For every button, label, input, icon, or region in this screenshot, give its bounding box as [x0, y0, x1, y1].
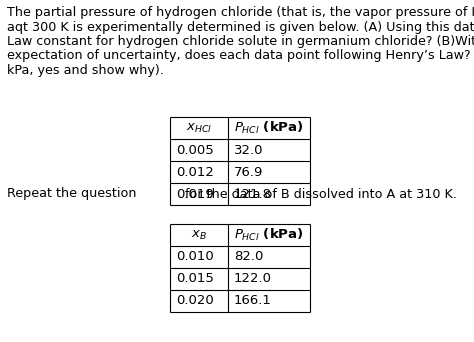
Text: for the data of B dissolved into A at 310 K.: for the data of B dissolved into A at 31…	[185, 187, 457, 200]
Text: 76.9: 76.9	[234, 166, 264, 179]
Text: kPa, yes and show why).: kPa, yes and show why).	[7, 64, 164, 77]
Text: 121.8: 121.8	[234, 187, 272, 200]
Text: $x_{B}$: $x_{B}$	[191, 228, 207, 241]
Text: $P_{HCl}$ (kPa): $P_{HCl}$ (kPa)	[234, 227, 304, 243]
Text: 82.0: 82.0	[234, 250, 264, 263]
Text: $x_{HCl}$: $x_{HCl}$	[186, 121, 212, 134]
Text: expectation of uncertainty, does each data point following Henry’s Law? (Answers: expectation of uncertainty, does each da…	[7, 50, 474, 63]
Text: 122.0: 122.0	[234, 273, 272, 286]
Text: 0.012: 0.012	[176, 166, 214, 179]
Text: 0.020: 0.020	[176, 294, 214, 307]
Text: aqt 300 K is experimentally determined is given below. (A) Using this data, what: aqt 300 K is experimentally determined i…	[7, 21, 474, 34]
Text: 0.010: 0.010	[176, 250, 214, 263]
Text: 0.019: 0.019	[176, 187, 214, 200]
Text: 166.1: 166.1	[234, 294, 272, 307]
Text: Law constant for hydrogen chloride solute in germanium chloride? (B)Within a rea: Law constant for hydrogen chloride solut…	[7, 35, 474, 48]
Text: 0.015: 0.015	[176, 273, 214, 286]
Text: 32.0: 32.0	[234, 144, 264, 157]
Text: 0.005: 0.005	[176, 144, 214, 157]
Text: Repeat the question: Repeat the question	[7, 187, 137, 200]
Text: The partial pressure of hydrogen chloride (that is, the vapor pressure of HCl) i: The partial pressure of hydrogen chlorid…	[7, 6, 474, 19]
Text: $P_{HCl}$ (kPa): $P_{HCl}$ (kPa)	[234, 120, 304, 136]
